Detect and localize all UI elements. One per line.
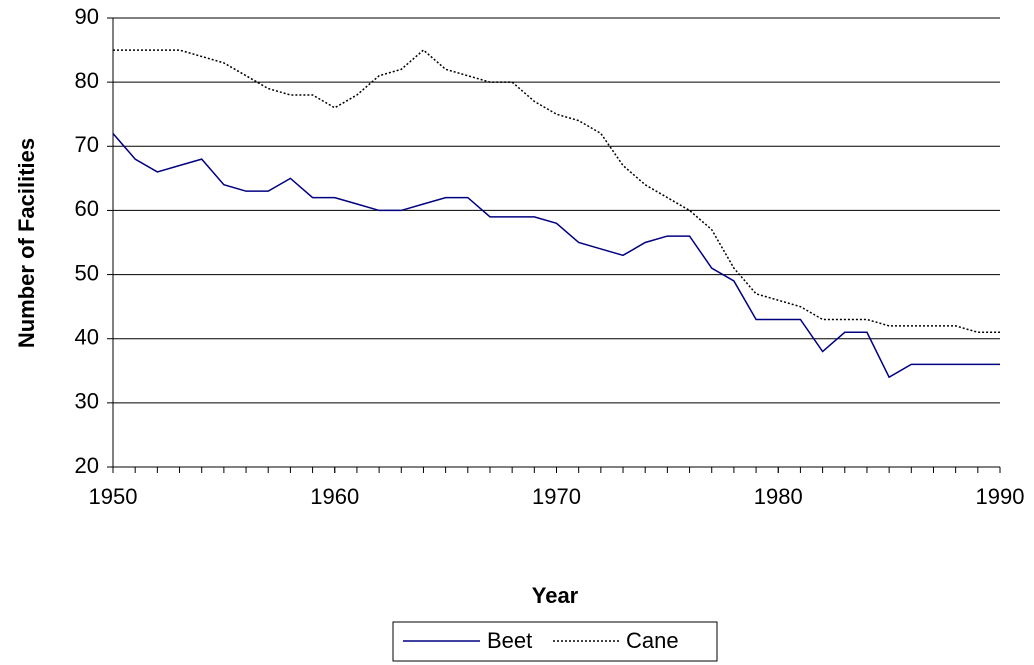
y-tick-label: 30 (75, 389, 99, 414)
x-tick-label: 1990 (976, 484, 1025, 509)
x-axis-label: Year (532, 583, 579, 608)
x-tick-label: 1960 (310, 484, 359, 509)
legend-label: Beet (487, 628, 532, 653)
y-axis-label: Number of Facilities (14, 138, 39, 348)
legend-label: Cane (626, 628, 679, 653)
y-tick-label: 90 (75, 4, 99, 29)
y-tick-label: 60 (75, 196, 99, 221)
x-tick-label: 1970 (532, 484, 581, 509)
x-tick-label: 1950 (89, 484, 138, 509)
y-tick-label: 50 (75, 260, 99, 285)
series-line (113, 49, 1000, 334)
series-line (112, 132, 1000, 379)
x-tick-label: 1980 (754, 484, 803, 509)
y-tick-label: 80 (75, 68, 99, 93)
y-tick-label: 40 (75, 325, 99, 350)
y-tick-label: 20 (75, 453, 99, 478)
y-tick-label: 70 (75, 132, 99, 157)
